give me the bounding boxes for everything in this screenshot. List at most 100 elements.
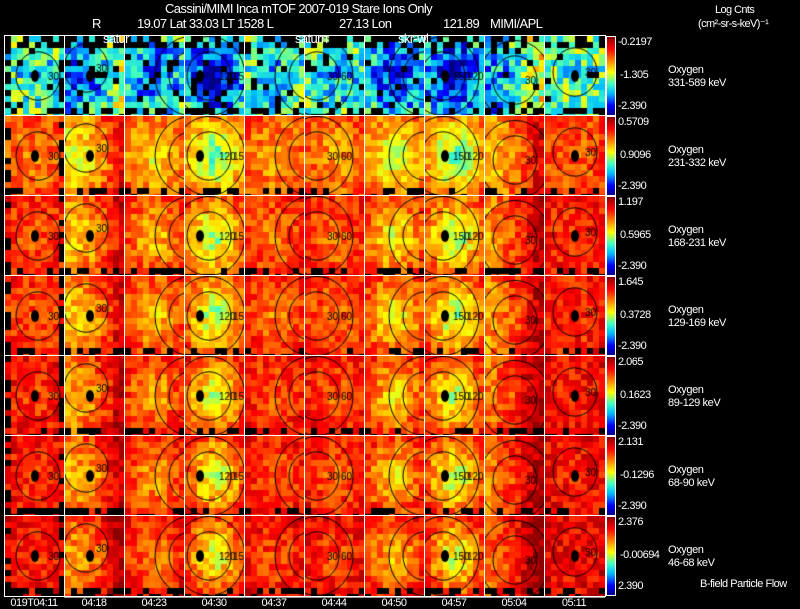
- heatmap-cells: [485, 196, 545, 276]
- heatmap-panel: [364, 35, 426, 117]
- species-label: Oxygen 89-129 keV: [668, 384, 721, 410]
- heatmap-panel: [484, 195, 546, 277]
- heatmap-panel: [124, 35, 186, 117]
- heatmap-cells: [5, 196, 65, 276]
- heatmap-panel: [64, 195, 126, 277]
- heatmap-cells: [125, 516, 185, 596]
- energy-range: 46-68 keV: [668, 557, 715, 569]
- heatmap-panel: [484, 435, 546, 517]
- heatmap-cells: [545, 116, 605, 196]
- species-name: Oxygen: [668, 384, 704, 396]
- heatmap-cells: [5, 516, 65, 596]
- colorbar-max: -0.2197: [618, 36, 652, 48]
- heatmap-panel: [4, 35, 66, 117]
- heatmap-cells: [545, 276, 605, 356]
- heatmap-panel: [4, 355, 66, 437]
- heatmap-cells: [65, 116, 125, 196]
- overlay-label-satur: satur: [103, 31, 130, 46]
- heatmap-panel: [184, 115, 246, 197]
- heatmap-cells: [245, 116, 305, 196]
- energy-range: 331-589 keV: [668, 77, 726, 89]
- species-label: Oxygen 331-589 keV: [668, 64, 726, 90]
- position-readout: 19.07 Lat 33.03 LT 1528 L: [137, 16, 274, 31]
- heatmap-panel: [64, 355, 126, 437]
- heatmap-panel: [544, 515, 606, 597]
- heatmap-cells: [305, 516, 365, 596]
- colorbar-mid: -0.1296: [620, 469, 654, 481]
- heatmap-cells: [5, 276, 65, 356]
- heatmap-cells: [545, 36, 605, 116]
- heatmap-panel: [124, 115, 186, 197]
- heatmap-panel: [4, 435, 66, 517]
- species-label: Oxygen 129-169 keV: [668, 304, 726, 330]
- heatmap-cells: [485, 116, 545, 196]
- heatmap-panel: [304, 275, 366, 357]
- heatmap-panel: [124, 515, 186, 597]
- colorbar: [606, 436, 616, 516]
- heatmap-cells: [425, 116, 485, 196]
- heatmap-cells: [425, 356, 485, 436]
- heatmap-cells: [245, 516, 305, 596]
- heatmap-panel: [544, 435, 606, 517]
- heatmap-panel: [364, 195, 426, 277]
- heatmap-panel: [244, 355, 306, 437]
- heatmap-panel: [544, 115, 606, 197]
- time-tick-label: 04:23: [141, 597, 167, 609]
- heatmap-panel: [244, 35, 306, 117]
- colorbar-min: -2.390: [618, 100, 647, 112]
- species-name: Oxygen: [668, 144, 704, 156]
- lon-label: 27.13 Lon: [339, 16, 392, 31]
- heatmap-cells: [245, 196, 305, 276]
- heatmap-panel: [484, 35, 546, 117]
- species-label: Oxygen 231-332 keV: [668, 144, 726, 170]
- colorbar-max: 0.5709: [618, 116, 649, 128]
- colorbar-min: -2.390: [618, 500, 647, 512]
- heatmap-panel: [544, 275, 606, 357]
- r-label: R: [92, 16, 101, 31]
- heatmap-cells: [305, 36, 365, 116]
- heatmap-cells: [65, 36, 125, 116]
- heatmap-panel: [544, 195, 606, 277]
- heatmap-cells: [425, 436, 485, 516]
- heatmap-cells: [185, 116, 245, 196]
- heatmap-panel: [424, 115, 486, 197]
- heatmap-panel: [424, 35, 486, 117]
- heatmap-cells: [365, 116, 425, 196]
- heatmap-cells: [485, 436, 545, 516]
- heatmap-panel: [4, 195, 66, 277]
- energy-range: 231-332 keV: [668, 157, 726, 169]
- energy-range: 89-129 keV: [668, 397, 721, 409]
- heatmap-panel: [184, 35, 246, 117]
- heatmap-panel: [424, 275, 486, 357]
- heatmap-panel: [304, 115, 366, 197]
- colorbar-min: 2.390: [618, 580, 644, 592]
- colorbar: [606, 356, 616, 436]
- chart-title: Cassini/MIMI Inca mTOF 2007-019 Stare Io…: [165, 1, 433, 16]
- heatmap-grid: [4, 35, 606, 597]
- heatmap-cells: [305, 356, 365, 436]
- time-tick-label: 04:50: [381, 597, 407, 609]
- heatmap-cells: [365, 196, 425, 276]
- heatmap-cells: [185, 436, 245, 516]
- heatmap-panel: [424, 435, 486, 517]
- species-label: Oxygen 168-231 keV: [668, 224, 726, 250]
- colorbar-min: -2.390: [618, 420, 647, 432]
- heatmap-cells: [485, 356, 545, 436]
- heatmap-cells: [545, 356, 605, 436]
- units-label: (cm²-sr-s-keV)⁻¹: [698, 18, 769, 30]
- species-name: Oxygen: [668, 224, 704, 236]
- heatmap-panel: [64, 115, 126, 197]
- heatmap-panel: [484, 115, 546, 197]
- heatmap-panel: [244, 115, 306, 197]
- colorbar-mid: -1.305: [620, 69, 649, 81]
- heatmap-panel: [484, 515, 546, 597]
- heatmap-cells: [485, 276, 545, 356]
- heatmap-cells: [305, 436, 365, 516]
- heatmap-panel: [184, 355, 246, 437]
- energy-range: 68-90 keV: [668, 477, 715, 489]
- time-tick-label: 05:04: [501, 597, 527, 609]
- heatmap-cells: [125, 196, 185, 276]
- bfield-legend: B-field Particle Flow: [700, 578, 787, 590]
- heatmap-cells: [185, 356, 245, 436]
- heatmap-cells: [5, 436, 65, 516]
